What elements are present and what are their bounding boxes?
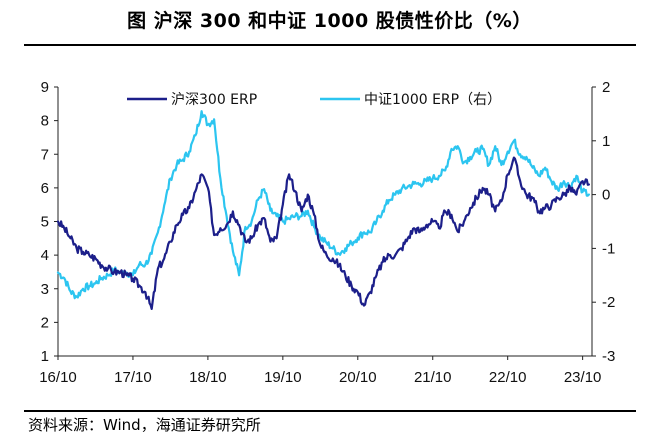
y-left-tick-label: 5 [41,214,49,231]
x-tick-label: 23/10 [564,369,602,386]
y-right-tick-label: 2 [602,79,610,96]
tick-labels: 1 2 3 4 5 6 7 8 9 -3 -2 -1 0 1 2 16/10 17/10 18/10 19/10 20… [39,79,615,386]
y-left-tick-label: 4 [41,247,49,264]
x-tick-label: 20/10 [339,369,377,386]
y-right-tick-label: -2 [602,294,615,311]
y-right-tick-label: 1 [602,133,610,150]
chart-title: 图 沪深 300 和中证 1000 股债性价比（%） [127,9,532,32]
x-tick-label: 19/10 [264,369,302,386]
legend-label-csi300: 沪深300 ERP [171,92,257,108]
legend-label-csi1000: 中证1000 ERP（右） [364,92,501,108]
x-tick-label: 18/10 [189,369,227,386]
y-right-tick-label: 0 [602,187,610,204]
legend: 沪深300 ERP 中证1000 ERP（右） [127,92,501,108]
line-chart: 1 2 3 4 5 6 7 8 9 -3 -2 -1 0 1 2 16/10 17/10 18/10 19/10 20… [39,79,615,386]
series-line-csi1000 [56,110,590,300]
y-left-tick-label: 7 [41,146,49,163]
footer-divider [24,410,636,412]
x-tick-label: 21/10 [414,369,452,386]
title-divider [24,44,636,46]
y-left-tick-label: 1 [41,348,49,365]
y-left-tick-label: 6 [41,180,49,197]
x-tick-label: 17/10 [114,369,152,386]
x-tick-label: 16/10 [39,369,77,386]
y-right-tick-label: -1 [602,240,615,257]
y-left-tick-label: 2 [41,314,49,331]
x-tick-label: 22/10 [489,369,527,386]
y-left-tick-label: 3 [41,281,49,298]
series-lines [56,110,590,310]
y-left-tick-label: 8 [41,113,49,130]
source-note: 资料来源：Wind，海通证券研究所 [28,416,261,434]
y-right-tick-label: -3 [602,348,615,365]
y-left-tick-label: 9 [41,79,49,96]
axes [54,86,596,360]
series-line-csi300 [56,156,590,310]
